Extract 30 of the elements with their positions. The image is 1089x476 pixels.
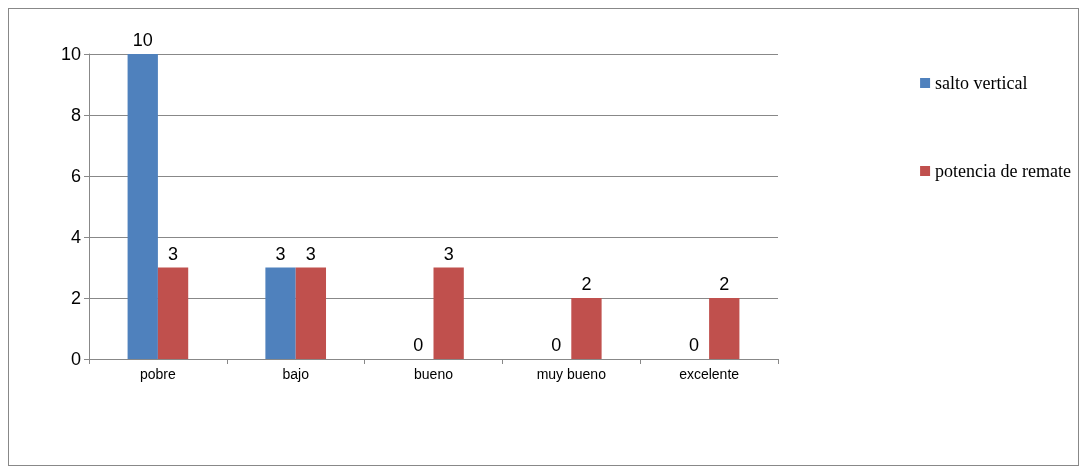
- x-tick-label: muy bueno: [536, 366, 607, 382]
- x-tick-label: excelente: [679, 366, 740, 382]
- legend-label: salto vertical: [935, 73, 1028, 93]
- y-tick-label: 2: [70, 288, 81, 308]
- data-label: 0: [688, 335, 699, 355]
- bar: [265, 267, 296, 359]
- y-tick-label: 6: [70, 166, 81, 186]
- x-tick-label: bajo: [282, 366, 310, 382]
- bar: [709, 298, 740, 359]
- data-label: 2: [581, 274, 592, 294]
- x-tick-label: bueno: [414, 366, 454, 382]
- data-label: 3: [443, 243, 454, 264]
- legend-label: potencia de remate: [935, 161, 1072, 181]
- bar: [433, 267, 464, 359]
- y-tick-label: 8: [70, 105, 81, 125]
- bar: [157, 267, 189, 359]
- data-label: 3: [305, 243, 316, 264]
- x-tick-label: pobre: [139, 366, 177, 382]
- data-label: 0: [413, 335, 424, 355]
- bar: [127, 54, 158, 359]
- data-label: 3: [275, 243, 286, 264]
- y-tick-label: 4: [70, 227, 81, 247]
- y-tick-label: 10: [60, 44, 81, 64]
- y-tick-label: 0: [70, 349, 81, 369]
- bar: [295, 267, 327, 359]
- data-label: 3: [168, 243, 179, 264]
- data-label: 0: [551, 335, 562, 355]
- data-label: 10: [132, 30, 153, 50]
- data-label: 2: [719, 274, 730, 294]
- bar: [571, 298, 602, 359]
